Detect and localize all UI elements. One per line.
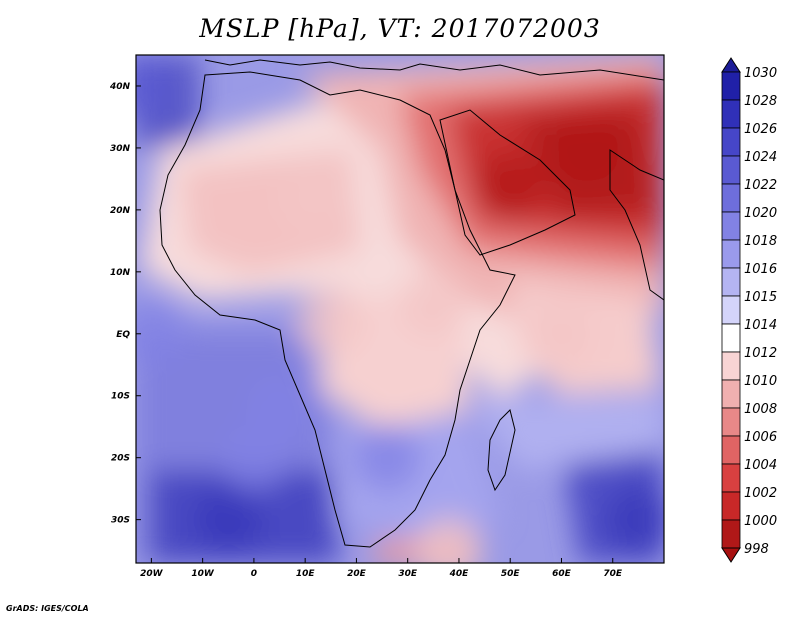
colorbar-swatch: [721, 519, 741, 549]
grads-credit: GrADS: IGES/COLA: [6, 604, 89, 613]
colorbar-label: 1030: [744, 66, 777, 81]
colorbar-swatch: [721, 127, 741, 157]
plot-frame: [135, 54, 665, 564]
lat-tick-label: 20S: [111, 454, 130, 464]
colorbar-swatch: [721, 155, 741, 185]
colorbar-label: 1016: [744, 262, 777, 277]
madagascar-coastline: [487, 409, 516, 492]
colorbar-swatch: [721, 99, 741, 129]
lon-tick-label: 10E: [296, 569, 316, 579]
colorbar-swatch: [721, 463, 741, 493]
colorbar-swatch: [721, 267, 741, 297]
colorbar-label: 1000: [744, 514, 777, 529]
colorbar-swatch: [721, 295, 741, 325]
latitude-axis: 40N 30N 20N 10N EQ 10S 20S 30S: [109, 82, 141, 526]
lat-tick-label: 30N: [110, 144, 131, 154]
colorbar-label: 1014: [744, 318, 777, 333]
colorbar-label: 1006: [744, 430, 777, 445]
lon-tick-label: 0: [251, 569, 257, 579]
colorbar-swatch: [721, 491, 741, 521]
lon-tick-label: 20E: [347, 569, 367, 579]
india-coastline: [609, 149, 664, 301]
pressure-feature: [194, 485, 263, 554]
colorbar-label: 1026: [744, 122, 777, 137]
lon-tick-label: 60E: [552, 569, 572, 579]
europe-coastline: [204, 59, 664, 81]
colorbar-label: 1022: [744, 178, 777, 193]
colorbar-swatch: [721, 71, 741, 101]
colorbar-label: 1004: [744, 458, 777, 473]
lat-tick-label: EQ: [116, 330, 130, 340]
pressure-feature: [527, 299, 596, 368]
colorbar-swatch: [721, 183, 741, 213]
arabia-coastline: [439, 109, 576, 256]
pressure-feature: [136, 299, 186, 368]
lat-tick-label: 10N: [110, 268, 131, 278]
colorbar-label: 1024: [744, 150, 777, 165]
lat-tick-label: 40N: [109, 82, 131, 92]
pressure-feature: [399, 268, 468, 337]
colorbar-bottom-arrow: [721, 547, 741, 563]
map-title: MSLP [hPa], VT: 2017072003: [199, 14, 601, 43]
pressure-feature: [136, 55, 176, 120]
colorbar-swatch: [721, 407, 741, 437]
lat-tick-label: 30S: [111, 516, 130, 526]
colorbar-swatch: [721, 379, 741, 409]
colorbar-swatch: [721, 323, 741, 353]
coastlines: [159, 59, 664, 548]
lon-tick-label: 10W: [191, 569, 215, 579]
colorbar-top-arrow: [721, 57, 741, 73]
colorbar-label: 1015: [744, 290, 777, 305]
colorbar-swatch: [721, 211, 741, 241]
lat-tick-label: 10S: [111, 392, 130, 402]
colorbar-label: 1018: [744, 234, 777, 249]
colorbar-swatch: [721, 239, 741, 269]
pressure-blobs: [136, 55, 664, 563]
pressure-feature: [353, 423, 422, 492]
colorbar-label: 998: [744, 542, 769, 557]
pressure-feature: [219, 423, 288, 492]
lon-tick-label: 50E: [501, 569, 521, 579]
lon-tick-label: 20W: [140, 569, 164, 579]
pressure-feature: [296, 287, 365, 356]
region-indian-ocean-mid: [470, 400, 664, 470]
colorbar-label: 1028: [744, 94, 777, 109]
pressure-feature: [281, 163, 350, 232]
colorbar-label: 1010: [744, 374, 777, 389]
longitude-axis: 20W 10W 0 10E 20E 30E 40E 50E 60E 70E: [140, 558, 623, 579]
colorbar-label: 1002: [744, 486, 777, 501]
lat-tick-label: 20N: [110, 206, 131, 216]
lon-tick-label: 70E: [603, 569, 623, 579]
colorbar: 1030 1028 1026 1024 1022 1020 1018 1016 1015 1014…: [721, 57, 777, 563]
colorbar-swatch: [721, 351, 741, 381]
africa-coastline: [159, 71, 516, 548]
colorbar-label: 1020: [744, 206, 777, 221]
colorbar-swatch: [721, 435, 741, 465]
pressure-field: [136, 55, 664, 563]
lon-tick-label: 40E: [449, 569, 470, 579]
pressure-feature: [604, 485, 664, 554]
colorbar-label: 1012: [744, 346, 777, 361]
pressure-feature: [414, 516, 483, 563]
pressure-feature: [553, 113, 622, 182]
colorbar-label: 1008: [744, 402, 777, 417]
pressure-feature: [476, 151, 545, 220]
lon-tick-label: 30E: [398, 569, 418, 579]
